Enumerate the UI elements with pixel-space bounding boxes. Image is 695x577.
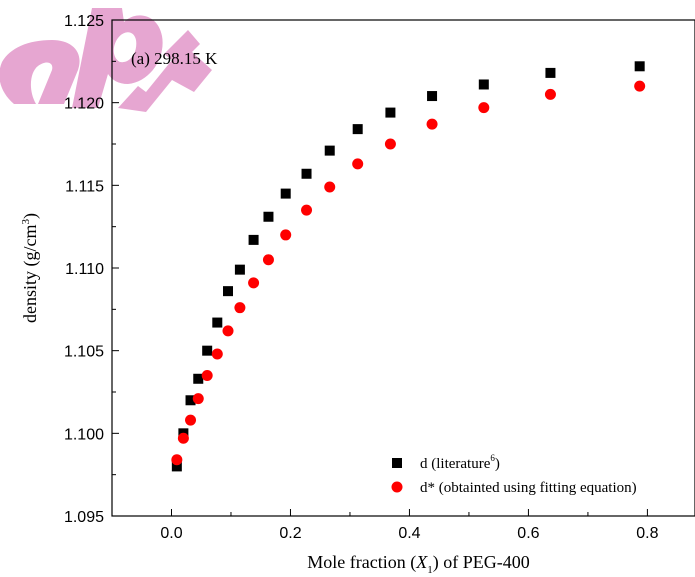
legend-label-post: ) [495,456,500,472]
fitted-point [352,158,364,170]
x-tick-label: 0.2 [279,525,301,542]
y-axis-label: density (g/cm3) [20,213,41,323]
x-axis-label-var: X [415,552,428,572]
legend-marker-0 [392,458,402,468]
x-axis-ticks: 0.0 0.2 0.4 0.6 0.8 [111,509,659,542]
x-tick-label: 0.6 [517,525,539,542]
plot-frame [111,19,695,517]
legend-label-0: d (literature6) [420,453,500,472]
fitted-point [211,348,223,360]
legend-label-text: d* (obtainted using fitting equation) [420,480,637,496]
y-tick-label: 1.105 [64,344,104,361]
literature-point [193,373,204,384]
fitted-point [478,102,490,114]
temperature-annotation: (a) 298.15 K [131,49,218,68]
literature-point [427,91,438,102]
y-tick-label: 1.100 [64,426,104,443]
fitted-point [185,414,197,426]
y-axis-label-sup: 3 [20,219,32,225]
literature-point [352,124,363,135]
legend-label-text: d (literature [420,456,491,472]
fitted-point [634,80,646,92]
y-tick-label: 1.095 [64,509,104,526]
legend-label-sup: 6 [490,453,495,463]
x-tick-label: 0.0 [160,525,182,542]
fitted-point [324,181,336,193]
x-tick-label: 0.8 [636,525,658,542]
fitted-point [426,118,438,130]
y-axis-label-post: ) [20,213,41,219]
literature-point [223,286,234,297]
x-axis-label: Mole fraction (X1) of PEG-400 [307,552,529,576]
watermark-stroke-0 [0,40,80,104]
data-points [171,61,646,472]
y-axis-label-pre: density (g/cm [20,225,41,323]
watermark-stroke-1 [72,8,163,108]
legend-label-1: d* (obtainted using fitting equation) [420,480,637,496]
fitted-point [384,138,396,150]
fitted-point [262,254,274,266]
fitted-point [234,302,246,314]
literature-point [385,107,396,118]
fitted-point [192,393,204,405]
literature-point [171,461,182,472]
fitted-point [280,229,292,241]
literature-point [185,395,196,406]
x-axis-label-sub: 1 [427,564,433,576]
fitted-point [248,277,260,289]
literature-point [280,188,291,199]
y-tick-label: 1.110 [65,261,104,278]
literature-point [202,345,213,356]
literature-point [248,234,259,245]
literature-point [212,317,223,328]
literature-point [301,168,312,179]
watermark-stroke-2 [118,30,212,112]
legend: d (literature6) d* (obtainted using fitti… [391,453,637,496]
fitted-point [301,204,313,216]
fitted-point [544,88,556,100]
literature-point [545,67,556,78]
fitted-point [222,325,234,337]
literature-point [634,61,645,72]
literature-point [478,79,489,90]
literature-point [263,211,274,222]
literature-point [234,264,245,275]
x-axis-label-pre: Mole fraction ( [307,552,416,573]
legend-marker-1 [391,481,403,493]
x-tick-label: 0.4 [398,525,420,542]
x-axis-label-post: ) of PEG-400 [433,552,530,573]
fitted-point [171,454,183,466]
watermark [0,8,212,112]
y-axis-ticks: 1.095 1.100 1.105 1.110 1.115 1.120 1.125 [64,13,119,526]
y-tick-label: 1.120 [64,96,104,113]
y-tick-label: 1.115 [65,178,104,195]
fitted-point [201,369,213,381]
fitted-point [177,432,189,444]
y-tick-label: 1.125 [64,13,104,30]
literature-point [324,145,335,156]
